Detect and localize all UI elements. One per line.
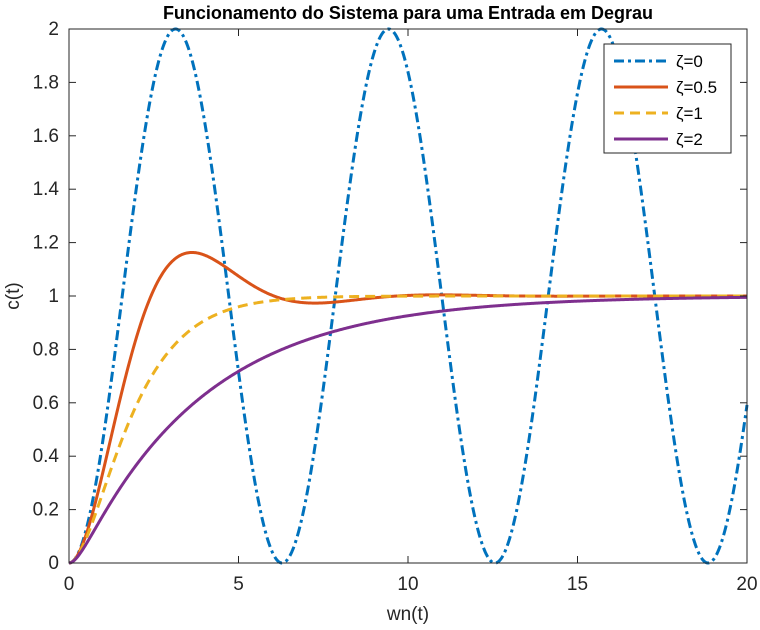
- legend-label: ζ=0: [676, 52, 703, 71]
- series-line: [68, 295, 748, 565]
- y-tick-label: 0.4: [33, 446, 60, 467]
- legend-label: ζ=2: [676, 130, 703, 149]
- legend-label: ζ=1: [676, 104, 703, 123]
- legend-box: [603, 43, 732, 154]
- legend-label: ζ=0.5: [676, 78, 717, 97]
- y-tick-label: 1.8: [33, 72, 59, 93]
- x-tick-label: 5: [233, 574, 244, 595]
- y-tick-label: 2: [48, 19, 59, 40]
- series-line: [68, 27, 749, 565]
- x-axis-label: wn(t): [386, 604, 429, 625]
- y-tick-label: 1: [48, 286, 59, 307]
- series-layer: [68, 27, 749, 565]
- x-tick-label: 20: [736, 574, 757, 595]
- y-tick-label: 0.2: [33, 500, 59, 521]
- y-axis-ticks: 0 0.2 0.4 0.6 0.8 1 1.2 1.4 1.6 1.8 2: [33, 19, 747, 574]
- y-tick-label: 0.6: [33, 393, 59, 414]
- y-tick-label: 1.6: [33, 126, 59, 147]
- series-line: [68, 250, 748, 565]
- chart-title: Funcionamento do Sistema para uma Entrad…: [163, 3, 653, 23]
- y-tick-label: 0.8: [33, 339, 59, 360]
- y-axis-label: c(t): [3, 282, 24, 309]
- y-tick-label: 1.4: [33, 179, 60, 200]
- y-tick-label: 1.2: [33, 233, 59, 254]
- x-tick-label: 0: [64, 574, 75, 595]
- x-axis-ticks: 0 5 10 15 20: [64, 29, 758, 595]
- x-tick-label: 10: [397, 574, 418, 595]
- legend: ζ=0 ζ=0.5 ζ=1 ζ=2: [603, 43, 732, 154]
- y-tick-label: 0: [48, 553, 59, 574]
- x-tick-label: 15: [567, 574, 588, 595]
